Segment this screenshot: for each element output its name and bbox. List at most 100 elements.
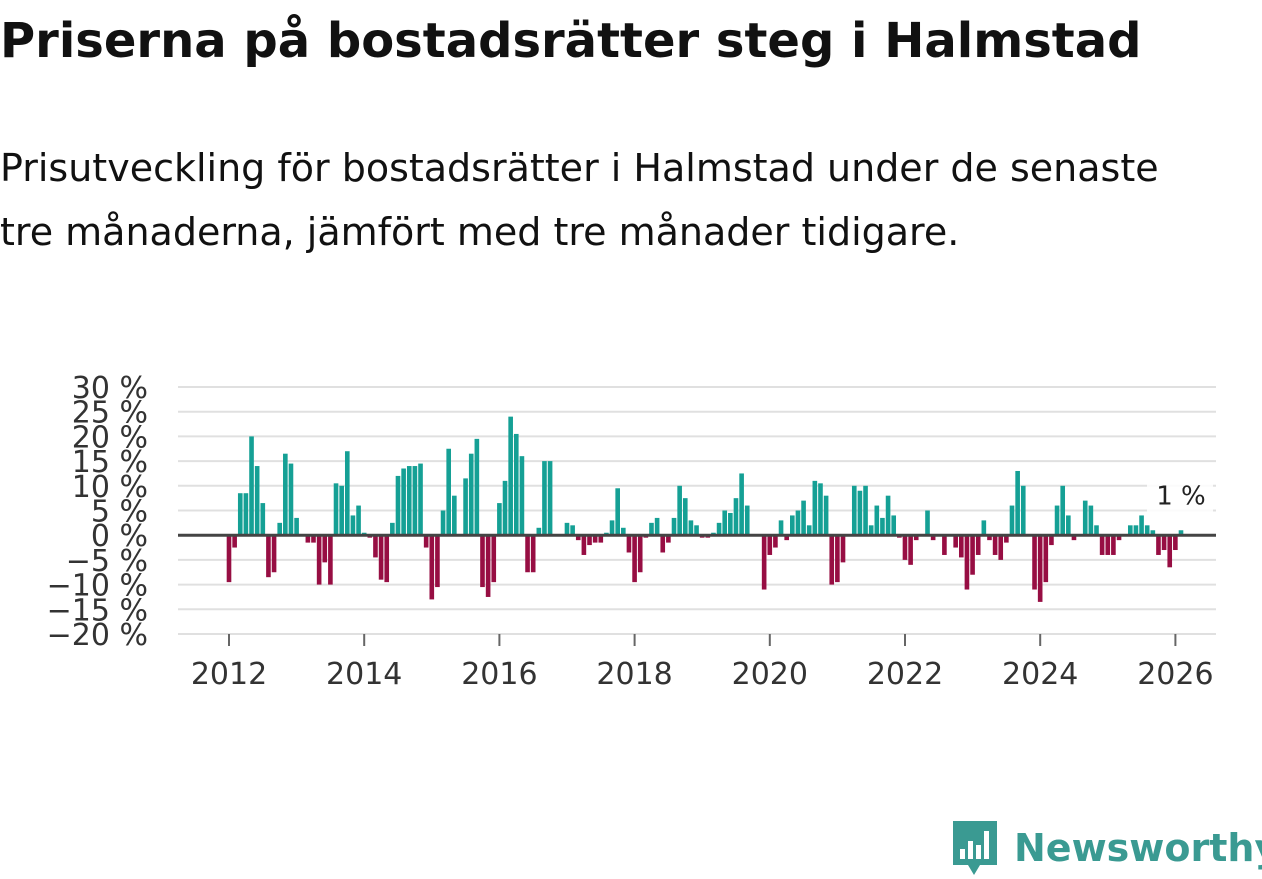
bar bbox=[632, 535, 637, 583]
bar bbox=[243, 493, 249, 536]
bar bbox=[784, 535, 789, 541]
bar bbox=[801, 500, 806, 536]
bar bbox=[232, 535, 237, 548]
bar bbox=[254, 466, 260, 536]
bar bbox=[773, 535, 778, 548]
bar bbox=[1099, 535, 1105, 555]
bar bbox=[1094, 525, 1099, 536]
bar bbox=[666, 535, 671, 543]
bar bbox=[412, 466, 418, 536]
bar bbox=[992, 535, 998, 555]
bar bbox=[418, 463, 423, 536]
bar bbox=[581, 535, 587, 555]
bar bbox=[964, 535, 970, 590]
bar bbox=[812, 480, 818, 536]
y-tick-label: 25 % bbox=[72, 396, 148, 431]
bar bbox=[1173, 535, 1178, 551]
bar bbox=[480, 535, 485, 588]
bar bbox=[468, 453, 474, 536]
bar bbox=[305, 535, 311, 543]
bar bbox=[525, 535, 530, 573]
bar bbox=[316, 535, 322, 585]
bar bbox=[485, 535, 491, 597]
brand-name: Newsworthy bbox=[1014, 826, 1262, 870]
bar bbox=[1054, 505, 1060, 536]
bar bbox=[339, 485, 344, 536]
bar bbox=[908, 535, 913, 565]
bar bbox=[660, 535, 666, 553]
bar bbox=[987, 535, 992, 541]
bar bbox=[547, 461, 553, 536]
bar bbox=[423, 535, 429, 548]
bar bbox=[1167, 535, 1173, 568]
bar bbox=[429, 535, 435, 600]
bar bbox=[1049, 535, 1054, 546]
bar bbox=[1043, 535, 1049, 583]
bar bbox=[1004, 535, 1009, 543]
x-tick-label: 2024 bbox=[1002, 657, 1078, 692]
y-tick-label: −10 % bbox=[47, 569, 148, 604]
bar bbox=[621, 527, 626, 536]
bar bbox=[818, 483, 823, 536]
bar bbox=[891, 515, 897, 536]
bar bbox=[570, 525, 575, 536]
last-value-label: 1 % bbox=[1156, 481, 1206, 511]
bar bbox=[913, 535, 919, 541]
bar bbox=[575, 535, 581, 541]
bar bbox=[508, 416, 513, 536]
bars bbox=[226, 416, 1184, 602]
bar bbox=[925, 510, 930, 536]
bar bbox=[401, 468, 406, 536]
last-value-label-bg bbox=[1146, 478, 1213, 513]
x-tick-label: 2020 bbox=[732, 657, 808, 692]
bar bbox=[277, 522, 283, 536]
bar bbox=[446, 448, 452, 536]
bar bbox=[1161, 535, 1167, 551]
bar bbox=[981, 520, 987, 536]
bar bbox=[1139, 515, 1144, 536]
bar bbox=[958, 535, 964, 558]
x-tick-label: 2022 bbox=[867, 657, 943, 692]
bar bbox=[998, 535, 1004, 560]
bar bbox=[513, 433, 519, 536]
bar bbox=[1105, 535, 1111, 555]
bar bbox=[350, 515, 356, 536]
bar bbox=[237, 493, 243, 536]
bar bbox=[677, 485, 682, 536]
bar bbox=[739, 473, 744, 536]
bar bbox=[649, 522, 654, 536]
bar bbox=[390, 522, 395, 536]
bar bbox=[587, 535, 592, 546]
bar bbox=[1082, 500, 1088, 536]
y-tick-label: −5 % bbox=[66, 544, 148, 579]
bar bbox=[942, 535, 947, 555]
bar bbox=[829, 535, 835, 585]
bar bbox=[902, 535, 908, 560]
bar bbox=[1032, 535, 1037, 590]
bar bbox=[626, 535, 632, 553]
bar bbox=[435, 535, 440, 588]
annotations: 1 % bbox=[1146, 478, 1213, 513]
bar bbox=[671, 517, 677, 536]
bar bbox=[823, 495, 829, 536]
bar bbox=[840, 535, 846, 563]
bar bbox=[1133, 525, 1139, 536]
bar bbox=[491, 535, 497, 583]
brand-logo: Newsworthy bbox=[950, 818, 1262, 878]
bar bbox=[1178, 530, 1184, 536]
y-tick-label: −15 % bbox=[47, 593, 148, 628]
y-tick-label: 5 % bbox=[91, 495, 148, 530]
bar bbox=[682, 498, 688, 536]
bar bbox=[1009, 505, 1015, 536]
y-tick-label: −20 % bbox=[47, 618, 148, 653]
bar bbox=[880, 517, 885, 536]
bar bbox=[288, 463, 294, 536]
x-tick-label: 2014 bbox=[326, 657, 402, 692]
bar bbox=[474, 438, 480, 536]
bar bbox=[283, 453, 288, 536]
bar bbox=[1111, 535, 1116, 555]
bar bbox=[615, 488, 620, 536]
bar bbox=[975, 535, 981, 555]
chart-title: Priserna på bostadsrätter steg i Halmsta… bbox=[0, 13, 1142, 69]
bar bbox=[688, 520, 694, 536]
